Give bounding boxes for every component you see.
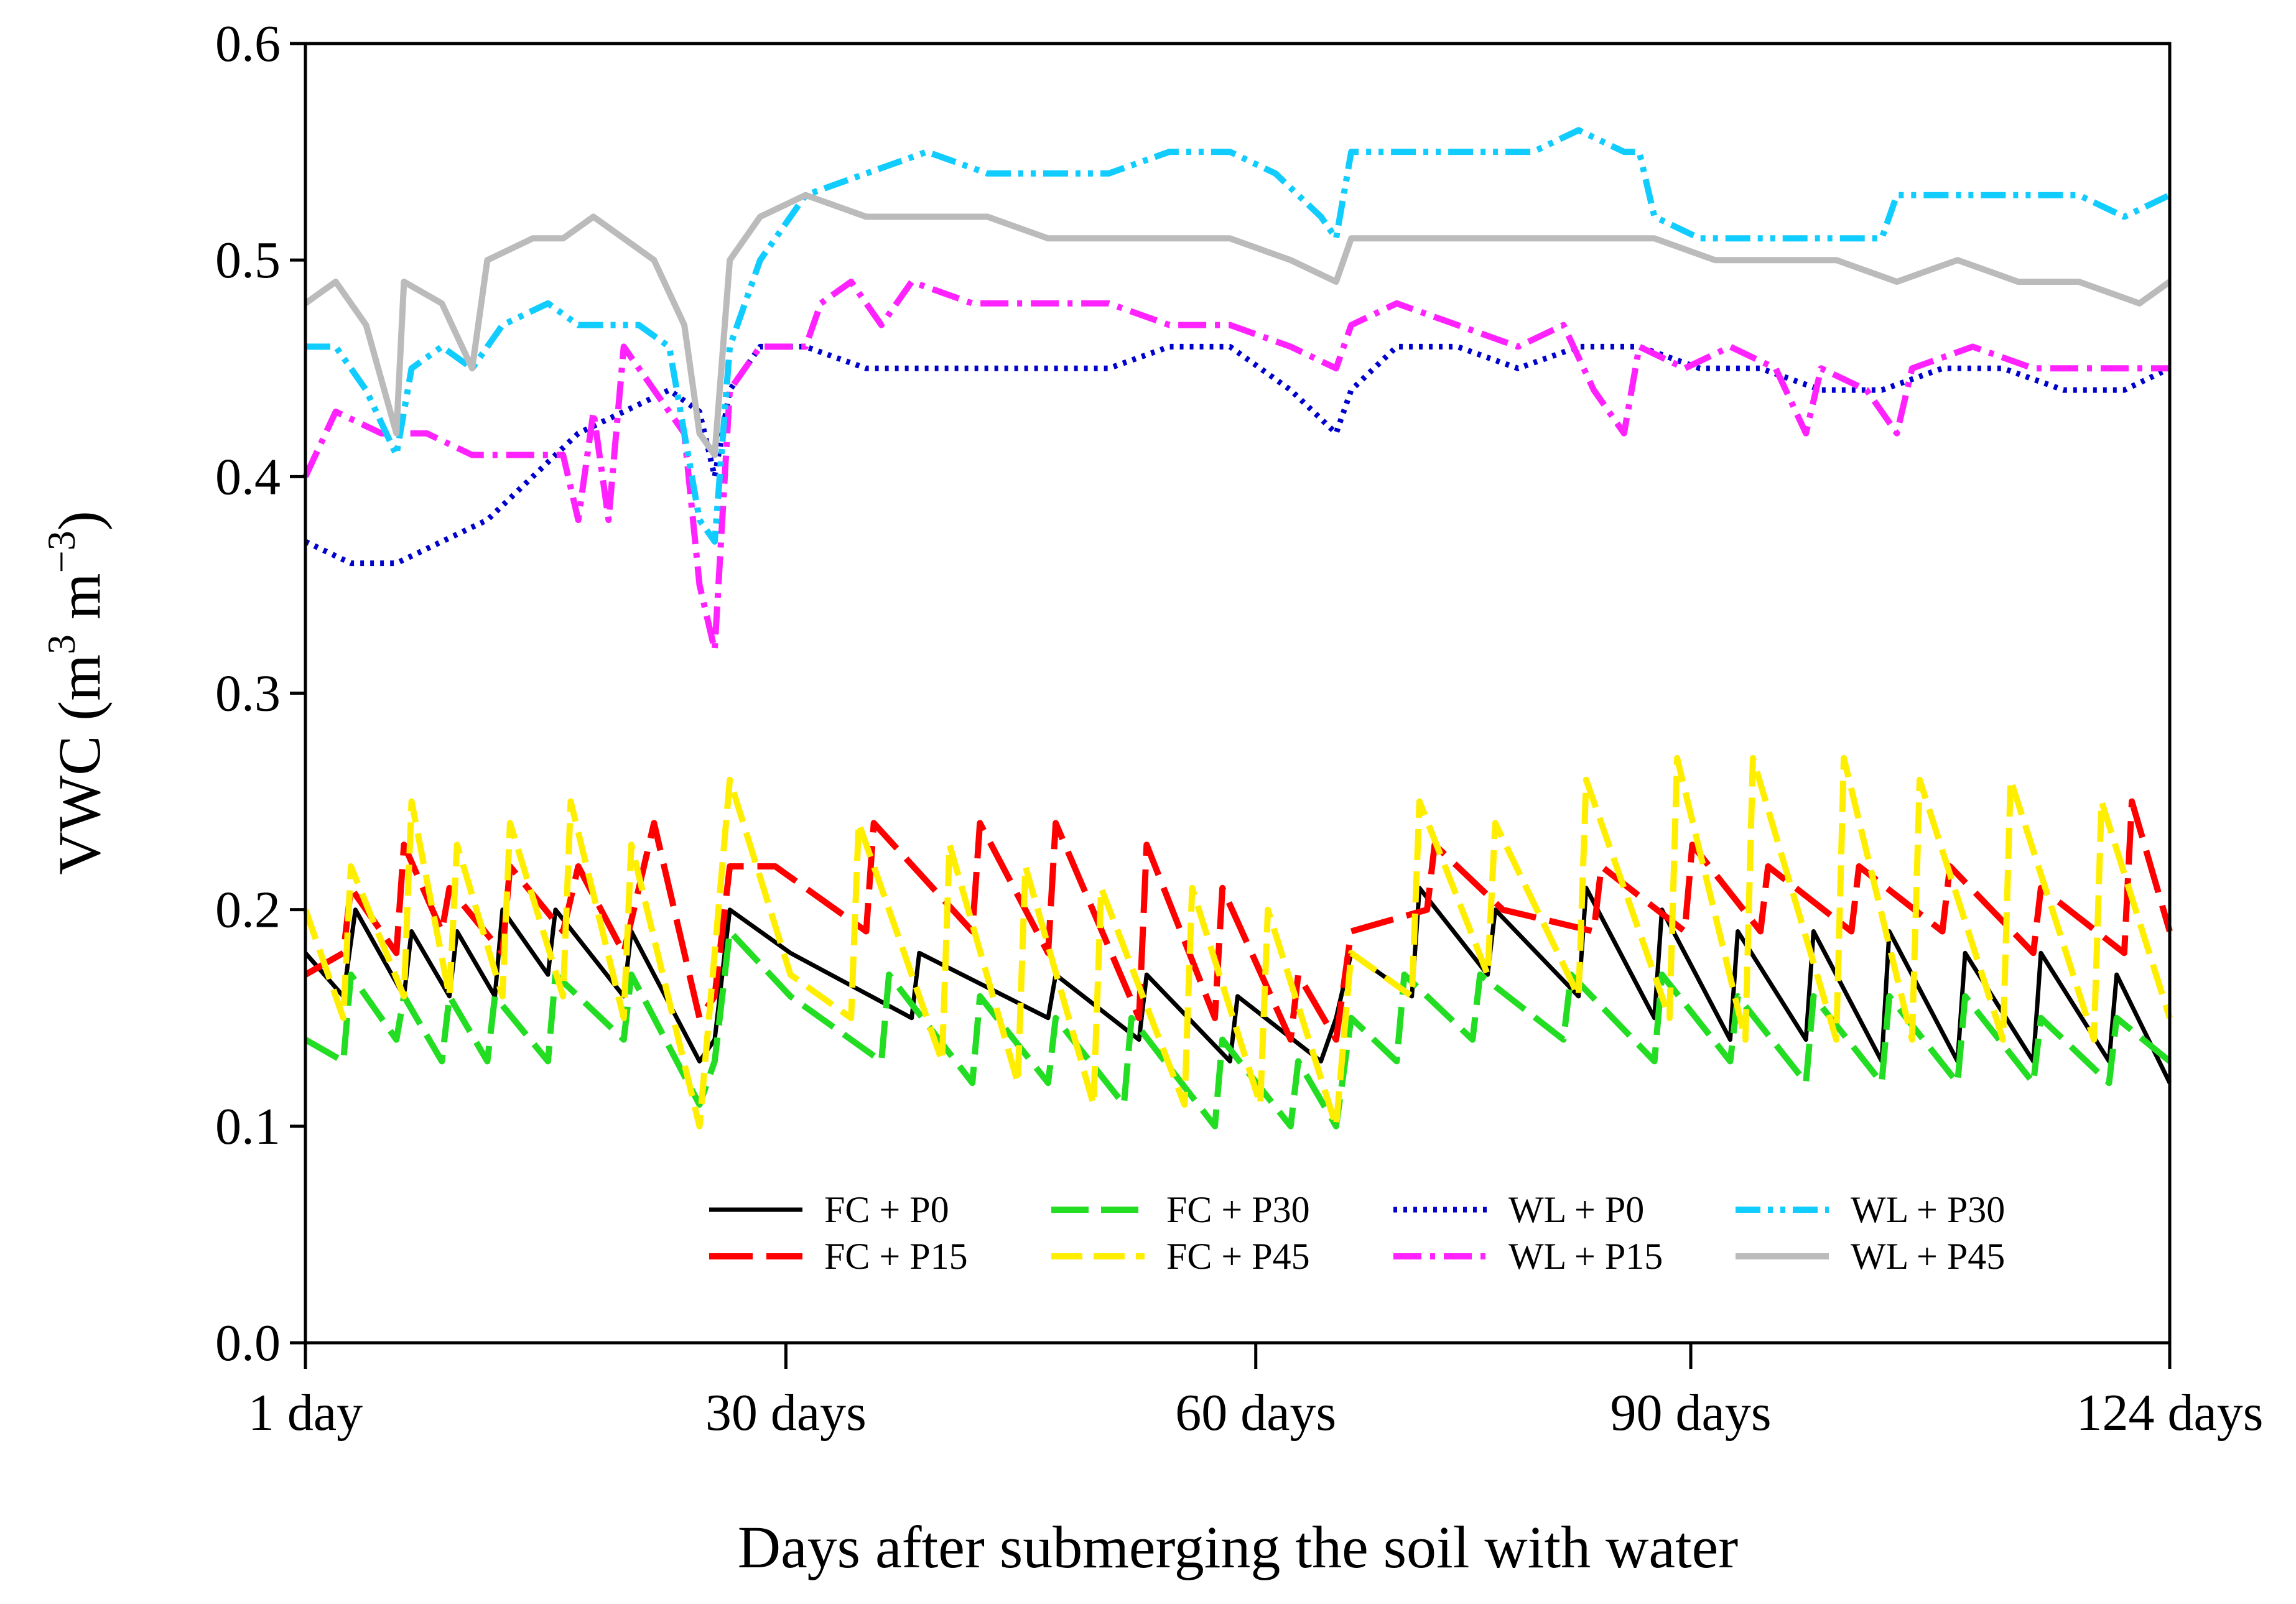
x-tick-label: 30 days [705, 1384, 867, 1442]
legend-label-wl-p0: WL + P0 [1508, 1189, 1644, 1230]
svg-text:VWC (m3 m−3): VWC (m3 m−3) [39, 511, 113, 874]
y-axis-title-sup1: 3 [39, 634, 83, 654]
legend-label-wl-p15: WL + P15 [1508, 1236, 1663, 1277]
y-tick-label: 0.6 [215, 15, 281, 73]
x-tick-label: 90 days [1610, 1384, 1772, 1442]
plot-area [305, 44, 2170, 1343]
x-tick-label: 60 days [1175, 1384, 1336, 1442]
legend-label-wl-p30: WL + P30 [1851, 1189, 2005, 1230]
legend-label-fc-p30: FC + P30 [1166, 1189, 1310, 1230]
series-line-wl-p15 [302, 279, 2170, 653]
series-line-wl-p0 [304, 343, 2171, 567]
y-tick-label: 0.2 [215, 881, 281, 939]
x-tick-label: 124 days [2076, 1384, 2264, 1442]
y-axis-title-main: VWC (m [46, 654, 113, 875]
y-axis-ticks: 0.0 0.1 0.2 0.3 0.4 0.5 0.6 [215, 15, 305, 1372]
legend-label-wl-p45: WL + P45 [1851, 1236, 2005, 1277]
legend-label-fc-p15: FC + P15 [824, 1236, 968, 1277]
y-axis-title-mid: m [46, 573, 113, 634]
y-axis-title-end: ) [46, 511, 113, 531]
x-axis-ticks: 1 day 30 days 60 days 90 days 124 days [248, 1343, 2264, 1442]
legend-label-fc-p0: FC + P0 [824, 1189, 949, 1230]
x-axis-title: Days after submerging the soil with wate… [738, 1514, 1739, 1580]
series-line-wl-p30 [305, 127, 2172, 545]
legend-label-fc-p45: FC + P45 [1166, 1236, 1310, 1277]
y-tick-label: 0.1 [215, 1098, 281, 1156]
series-layer [302, 127, 2173, 1129]
x-tick-label: 1 day [248, 1384, 363, 1442]
y-tick-label: 0.4 [215, 448, 281, 506]
y-tick-label: 0.5 [215, 231, 281, 289]
y-tick-label: 0.0 [215, 1314, 281, 1372]
y-axis-title: VWC (m3 m−3) [39, 511, 113, 874]
series-line-wl-p45 [304, 192, 2172, 458]
y-axis-title-sup2: −3 [39, 531, 83, 573]
series-line-fc-p30 [304, 928, 2172, 1129]
series-line-fc-p45 [302, 754, 2173, 1129]
legend: FC + P0 FC + P15 FC + P30 FC + P45 WL + P0 WL… [709, 1189, 2005, 1277]
y-tick-label: 0.3 [215, 665, 281, 723]
